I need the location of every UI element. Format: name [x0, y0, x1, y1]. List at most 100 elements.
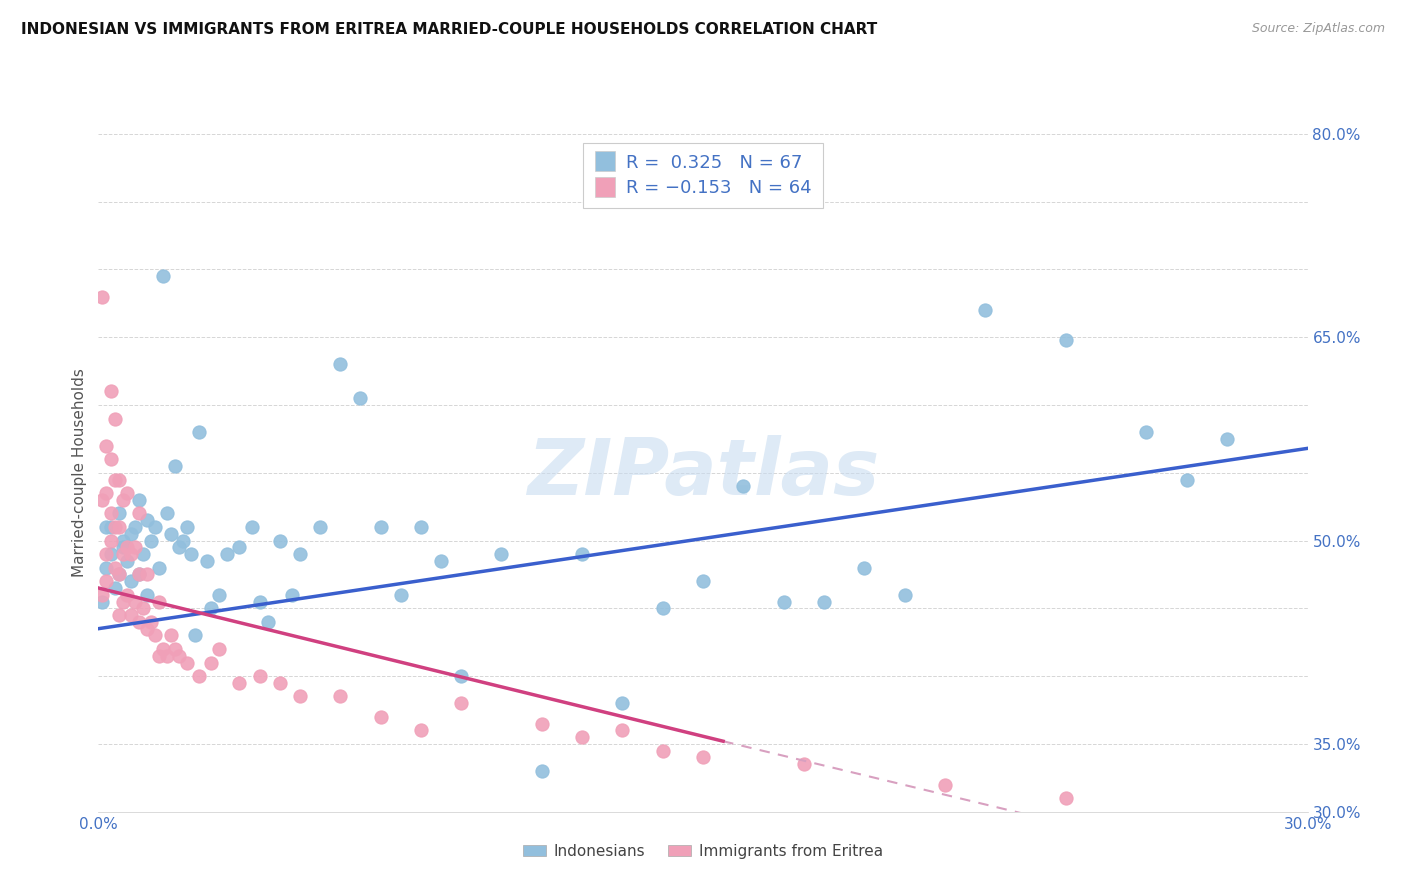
Point	[103, 411, 125, 425]
Point	[571, 547, 593, 561]
Point	[733, 479, 755, 493]
Point	[128, 615, 150, 629]
Point	[128, 492, 150, 507]
Point	[111, 533, 134, 548]
Point	[772, 594, 794, 608]
Point	[96, 486, 118, 500]
Point	[249, 669, 271, 683]
Point	[934, 778, 956, 792]
Point	[120, 608, 142, 623]
Point	[450, 696, 472, 710]
Point	[91, 588, 114, 602]
Point	[200, 656, 222, 670]
Point	[91, 492, 114, 507]
Point	[135, 567, 157, 582]
Point	[111, 541, 134, 555]
Point	[200, 601, 222, 615]
Point	[228, 541, 250, 555]
Point	[1175, 473, 1198, 487]
Point	[491, 547, 513, 561]
Point	[115, 554, 138, 568]
Point	[389, 588, 412, 602]
Point	[103, 560, 125, 574]
Point	[96, 520, 118, 534]
Point	[530, 716, 553, 731]
Point	[115, 486, 138, 500]
Point	[329, 357, 352, 371]
Point	[167, 541, 190, 555]
Point	[288, 690, 311, 704]
Point	[143, 520, 166, 534]
Point	[409, 723, 432, 738]
Point	[132, 601, 155, 615]
Point	[349, 391, 371, 405]
Point	[100, 384, 122, 399]
Text: Source: ZipAtlas.com: Source: ZipAtlas.com	[1251, 22, 1385, 36]
Point	[107, 567, 129, 582]
Point	[111, 547, 134, 561]
Point	[1216, 432, 1239, 446]
Point	[184, 628, 207, 642]
Point	[188, 669, 211, 683]
Point	[124, 594, 146, 608]
Point	[571, 730, 593, 744]
Point	[409, 520, 432, 534]
Point	[100, 452, 122, 467]
Point	[176, 520, 198, 534]
Point	[329, 690, 352, 704]
Point	[128, 567, 150, 582]
Point	[96, 574, 118, 589]
Point	[96, 560, 118, 574]
Point	[148, 594, 170, 608]
Point	[813, 594, 835, 608]
Point	[1054, 333, 1077, 347]
Point	[450, 669, 472, 683]
Point	[115, 588, 138, 602]
Point	[128, 507, 150, 521]
Point	[893, 588, 915, 602]
Point	[208, 588, 231, 602]
Point	[143, 628, 166, 642]
Point	[139, 615, 162, 629]
Point	[228, 676, 250, 690]
Point	[156, 648, 179, 663]
Legend: Indonesians, Immigrants from Eritrea: Indonesians, Immigrants from Eritrea	[517, 838, 889, 865]
Point	[256, 615, 278, 629]
Point	[107, 507, 129, 521]
Point	[163, 642, 186, 657]
Point	[156, 507, 179, 521]
Y-axis label: Married-couple Households: Married-couple Households	[72, 368, 87, 577]
Point	[974, 303, 997, 318]
Point	[180, 547, 202, 561]
Point	[160, 526, 183, 541]
Point	[91, 289, 114, 303]
Point	[100, 520, 122, 534]
Point	[281, 588, 304, 602]
Point	[692, 750, 714, 764]
Point	[103, 581, 125, 595]
Point	[249, 594, 271, 608]
Point	[107, 567, 129, 582]
Point	[91, 594, 114, 608]
Point	[124, 541, 146, 555]
Point	[188, 425, 211, 439]
Point	[120, 526, 142, 541]
Point	[167, 648, 190, 663]
Point	[100, 533, 122, 548]
Point	[128, 567, 150, 582]
Point	[111, 594, 134, 608]
Point	[288, 547, 311, 561]
Point	[152, 269, 174, 284]
Point	[107, 520, 129, 534]
Point	[853, 560, 876, 574]
Point	[269, 676, 291, 690]
Point	[651, 601, 673, 615]
Point	[96, 547, 118, 561]
Point	[269, 533, 291, 548]
Point	[692, 574, 714, 589]
Point	[124, 520, 146, 534]
Point	[120, 547, 142, 561]
Point	[370, 520, 392, 534]
Text: INDONESIAN VS IMMIGRANTS FROM ERITREA MARRIED-COUPLE HOUSEHOLDS CORRELATION CHAR: INDONESIAN VS IMMIGRANTS FROM ERITREA MA…	[21, 22, 877, 37]
Point	[148, 648, 170, 663]
